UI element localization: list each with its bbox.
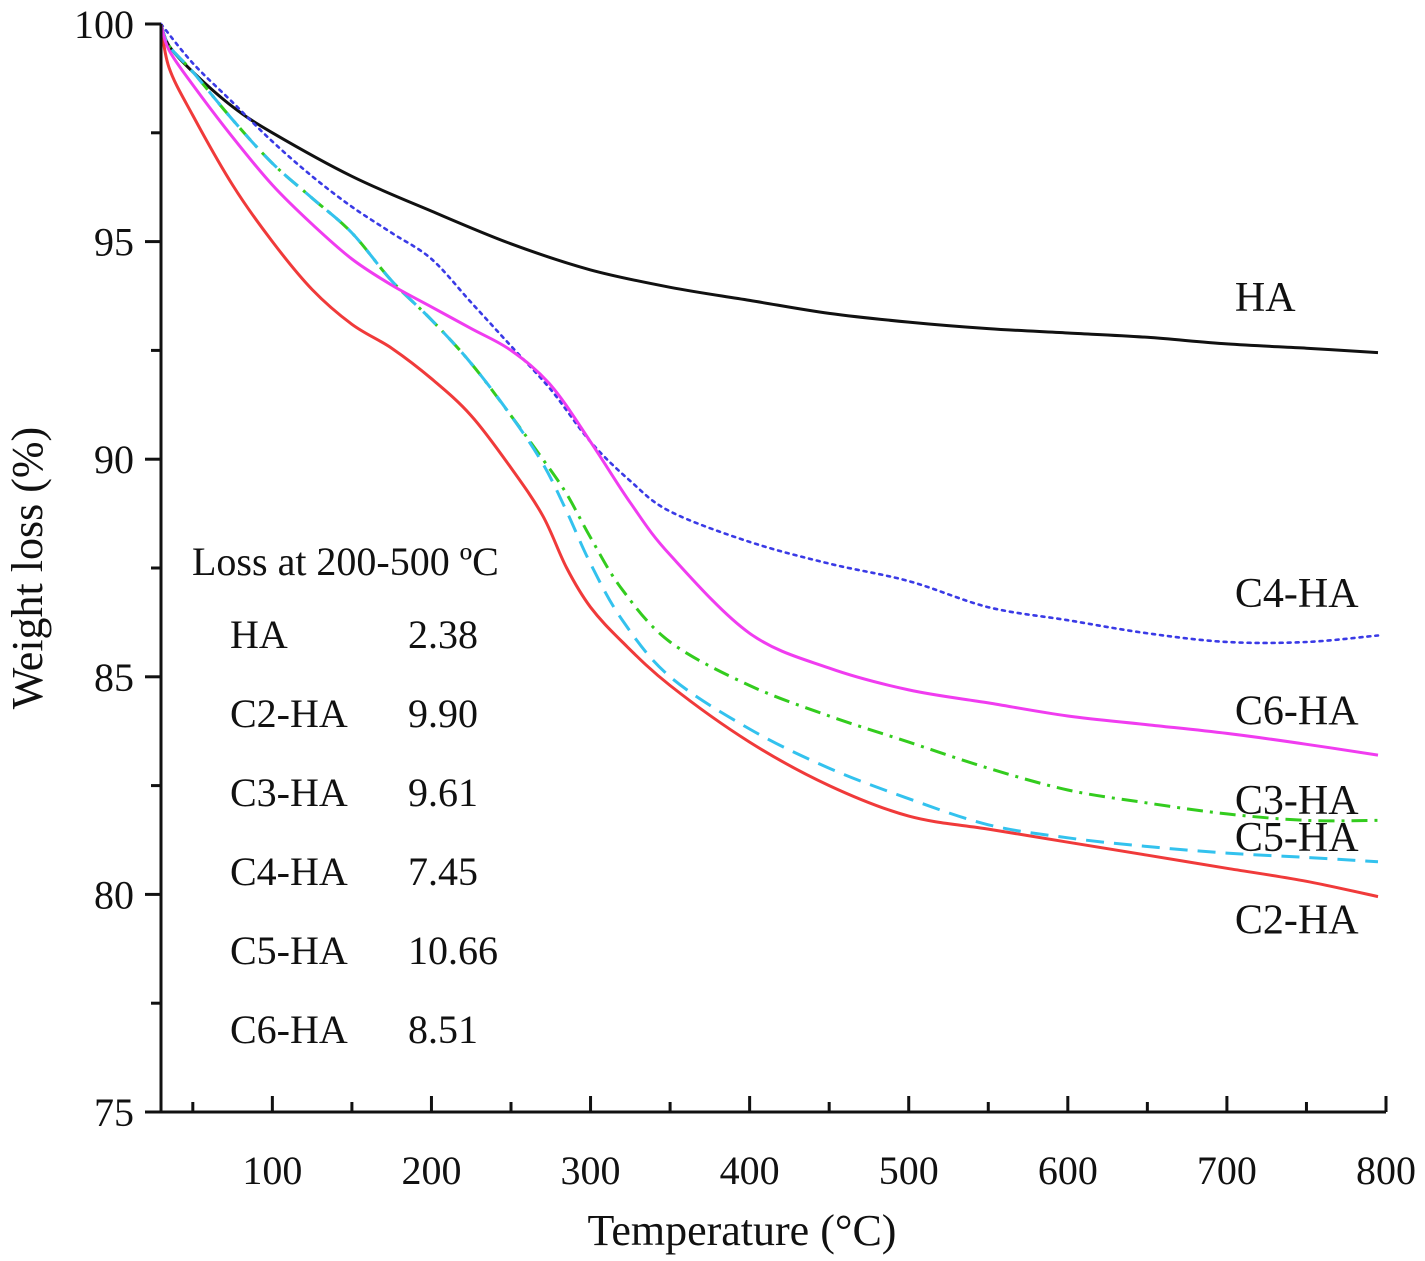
y-tick-label: 75	[94, 1090, 134, 1135]
ticks: 100 200 300 400 500 600 700 800 75 80 85 90 95 100	[74, 2, 1416, 1193]
series-label-ha: HA	[1235, 275, 1296, 321]
loss-table-name: C4-HA	[230, 849, 348, 894]
loss-table-value: 2.38	[408, 612, 478, 657]
x-tick-label: 500	[879, 1148, 939, 1193]
series-line-c3-ha	[159, 23, 1379, 823]
series-label-c2-ha: C2-HA	[1235, 898, 1359, 944]
series-label-c6-ha: C6-HA	[1235, 689, 1359, 735]
loss-table-name: C5-HA	[230, 928, 348, 973]
loss-table-value: 9.90	[408, 691, 478, 736]
y-tick-label: 90	[94, 437, 134, 482]
x-tick-label: 400	[720, 1148, 780, 1193]
series-label-c5-ha: C5-HA	[1235, 815, 1359, 861]
loss-table-name: C2-HA	[230, 691, 348, 736]
loss-table-name: C3-HA	[230, 770, 348, 815]
plot-area: 100 200 300 400 500 600 700 800 75 80 85 90 95 100	[74, 2, 1416, 1193]
x-tick-label: 600	[1038, 1148, 1098, 1193]
series-lines	[159, 22, 1380, 899]
series-line-ha	[159, 23, 1379, 355]
x-axis-title: Temperature (°C)	[588, 1206, 897, 1255]
x-tick-label: 700	[1197, 1148, 1257, 1193]
y-tick-label: 80	[94, 872, 134, 917]
loss-table-value: 7.45	[408, 849, 478, 894]
loss-table-name: HA	[230, 612, 288, 657]
x-tick-label: 800	[1356, 1148, 1416, 1193]
loss-table-value: 8.51	[408, 1007, 478, 1052]
x-tick-label: 100	[242, 1148, 302, 1193]
loss-table-value: 10.66	[408, 928, 498, 973]
loss-table-title: Loss at 200-500 ºC	[192, 539, 499, 584]
series-line-c4-ha	[159, 22, 1380, 645]
loss-table-name: C6-HA	[230, 1007, 348, 1052]
x-tick-label: 300	[561, 1148, 621, 1193]
y-tick-label: 85	[94, 655, 134, 700]
y-tick-label: 100	[74, 2, 134, 47]
y-axis-title: Weight loss (%)	[3, 427, 52, 709]
series-label-c4-ha: C4-HA	[1235, 571, 1359, 617]
series-line-c2-ha	[159, 23, 1379, 899]
y-tick-label: 95	[94, 220, 134, 265]
x-tick-label: 200	[401, 1148, 461, 1193]
series-label-c3-ha: C3-HA	[1235, 778, 1359, 824]
loss-table-value: 9.61	[408, 770, 478, 815]
series-line-c6-ha	[159, 23, 1379, 757]
loss-table: Loss at 200-500 ºC HA 2.38 C2-HA 9.90 C3-HA 9…	[192, 539, 499, 1052]
series-line-c5-ha	[159, 23, 1379, 864]
